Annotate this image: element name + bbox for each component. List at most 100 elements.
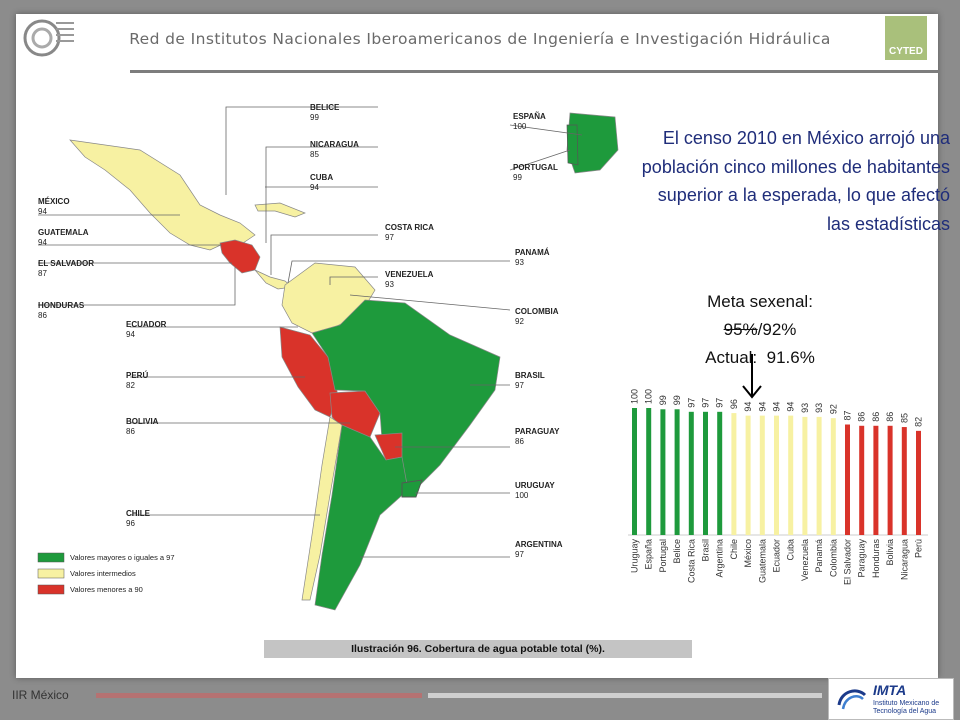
bar (660, 409, 666, 535)
bar-value-label: 86 (871, 412, 881, 422)
leader-lines (38, 106, 583, 558)
label-venezuela: VENEZUELA 93 (385, 270, 434, 289)
category-tick-label: Paraguay (857, 539, 867, 578)
bar-value-label: 93 (814, 403, 824, 413)
cyted-logo-icon: CYTED (885, 16, 927, 60)
label-mexico: MÉXICO 94 (38, 197, 70, 216)
bar-value-label: 97 (686, 398, 696, 408)
iir-mexico-logo-icon: IIR México (12, 688, 92, 716)
region-cuba (254, 202, 306, 218)
coverage-bar-chart: 100 Uruguay 100 España 99 Portugal 99 Belice 97 C… (628, 389, 928, 585)
goal-old: 95% (723, 320, 758, 339)
bar (646, 408, 652, 535)
region-brazil (311, 299, 501, 491)
label-espana: ESPAÑA 100 (513, 112, 546, 131)
legend-label-yellow: Valores intermedios (70, 569, 136, 578)
category-tick-label: Ecuador (772, 539, 782, 573)
down-arrow-icon (742, 354, 762, 399)
header-divider (130, 70, 940, 73)
bar-value-label: 100 (630, 389, 640, 404)
page-title: Red de Institutos Nacionales Iberoameric… (129, 30, 831, 48)
bar (745, 415, 751, 535)
category-tick-label: Panamá (814, 539, 824, 573)
bar (845, 424, 850, 535)
category-tick-label: Portugal (658, 539, 668, 573)
category-tick-label: Uruguay (630, 539, 640, 574)
label-chile: CHILE 96 (126, 509, 150, 528)
label-paraguay: PARAGUAY 86 (515, 427, 560, 446)
bar (916, 430, 921, 535)
region-argentina (314, 424, 409, 611)
actual-value: 91.6% (766, 348, 815, 367)
category-tick-label: Venezuela (800, 539, 810, 581)
legend-swatch-green (37, 552, 65, 563)
category-tick-label: Cuba (786, 539, 796, 561)
bar (688, 411, 694, 535)
category-tick-label: Chile (729, 539, 739, 560)
category-tick-label: Belice (672, 539, 682, 564)
bar-value-label: 97 (701, 398, 711, 408)
bar (759, 415, 765, 535)
iir-mexico-logo-text: IIR México (12, 688, 69, 702)
bar (774, 415, 779, 535)
region-chile (301, 416, 343, 601)
legend-label-green: Valores mayores o iguales a 97 (70, 553, 175, 562)
label-nicaragua: NICARAGUA 85 (310, 140, 359, 159)
bar-value-label: 82 (914, 417, 924, 427)
bar-value-label: 87 (843, 410, 853, 420)
legend-label-red: Valores menores a 90 (70, 585, 143, 594)
category-tick-label: Bolivia (885, 539, 895, 566)
bar-value-label: 99 (658, 395, 668, 405)
bar (717, 411, 723, 535)
label-costa-rica: COSTA RICA 97 (385, 223, 434, 242)
bar (859, 425, 865, 535)
cyted-logo-text: CYTED (889, 46, 923, 57)
map: BELICE 99 NICARAGUA 85 CUBA 94 MÉXICO 94 GUA… (30, 95, 620, 630)
label-uruguay: URUGUAY 100 (515, 481, 555, 500)
census-note: El censo 2010 en México arrojó una pobla… (641, 128, 950, 234)
label-panama: PANAMÁ 93 (515, 248, 550, 267)
slide (16, 14, 938, 678)
label-belice: BELICE 99 (310, 103, 340, 122)
label-portugal: PORTUGAL 99 (513, 163, 558, 182)
category-tick-label: Colombia (828, 539, 838, 577)
institution-logo-icon (23, 19, 74, 57)
imta-swirl-icon (837, 689, 867, 710)
category-tick-label: Honduras (871, 539, 881, 579)
region-uruguay (401, 479, 423, 498)
category-tick-label: Argentina (715, 539, 725, 578)
bar (887, 425, 893, 535)
category-tick-label: El Salvador (843, 539, 853, 585)
bar-value-label: 94 (772, 402, 782, 412)
bar (703, 411, 708, 535)
actual-label: Actual: (705, 348, 758, 367)
bar-value-label: 85 (899, 413, 909, 423)
bar-value-label: 100 (644, 389, 654, 404)
bar-value-label: 86 (885, 412, 895, 422)
bar (816, 416, 822, 535)
goal-label: Meta sexenal: (707, 292, 813, 311)
bar (731, 413, 737, 535)
label-ecuador: ECUADOR 94 (126, 320, 167, 339)
bar (873, 425, 879, 535)
footer-bar-red (96, 693, 422, 698)
category-tick-label: Perú (914, 539, 924, 558)
label-guatemala: GUATEMALA 94 (38, 228, 89, 247)
imta-subtitle: Instituto Mexicano de Tecnología del Agu… (873, 700, 940, 715)
figure-caption: Ilustración 96. Cobertura de agua potabl… (264, 640, 692, 658)
bar-value-label: 94 (757, 402, 767, 412)
label-el-salvador: EL SALVADOR 87 (38, 259, 95, 278)
category-tick-label: España (644, 539, 654, 570)
bar-value-label: 94 (786, 402, 796, 412)
bar-value-label: 92 (828, 404, 838, 414)
footer-bar-grey (428, 693, 822, 698)
bar-value-label: 94 (743, 402, 753, 412)
legend-swatch-red (37, 584, 65, 595)
bar-value-label: 96 (729, 399, 739, 409)
actual-line: Actual: 91.6% (660, 344, 860, 372)
bar-value-label: 99 (672, 395, 682, 405)
category-tick-label: Nicaragua (899, 539, 909, 580)
category-tick-label: Guatemala (757, 539, 767, 583)
bar (802, 416, 808, 535)
category-tick-label: Costa Rica (686, 539, 696, 583)
